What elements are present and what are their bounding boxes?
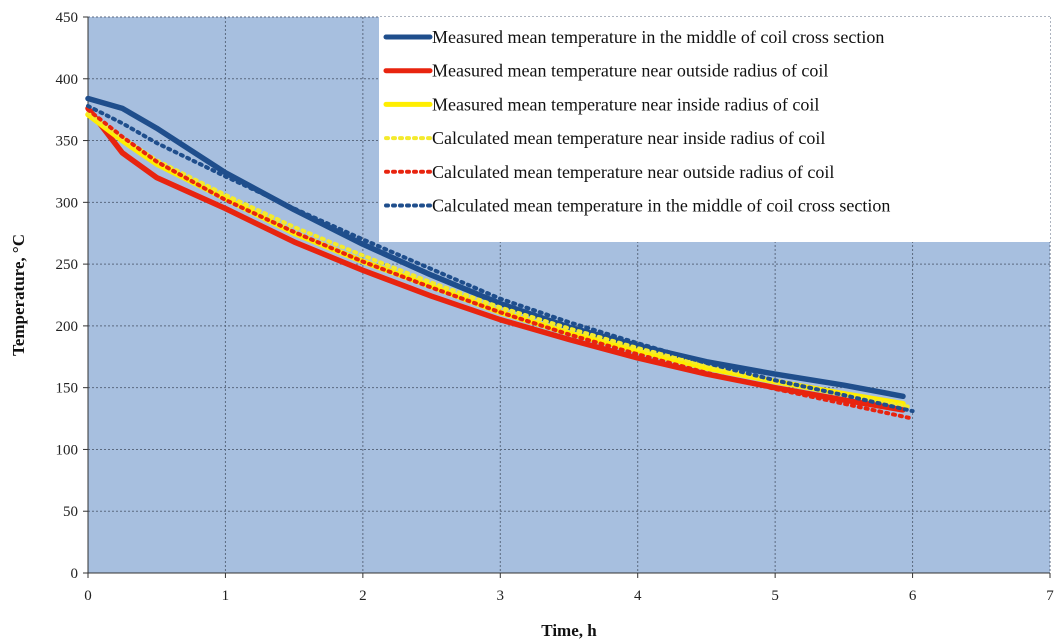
y-tick-label: 400 — [56, 72, 79, 88]
x-tick-label: 7 — [1046, 588, 1054, 604]
x-tick-label: 3 — [497, 588, 505, 604]
series-line-5 — [86, 107, 915, 421]
y-tick-label: 0 — [71, 566, 79, 582]
y-tick-label: 200 — [56, 319, 79, 335]
x-tick-label: 5 — [771, 588, 779, 604]
legend-label: Calculated mean temperature in the middl… — [432, 196, 890, 216]
y-tick-label: 100 — [56, 442, 79, 458]
y-tick-label: 250 — [56, 257, 79, 273]
legend-label: Measured mean temperature in the middle … — [432, 27, 884, 47]
legend-label: Calculated mean temperature near inside … — [432, 128, 825, 148]
x-axis-title: Time, h — [541, 621, 597, 640]
y-tick-label: 300 — [56, 195, 79, 211]
legend-box — [379, 17, 1050, 242]
y-tick-label: 50 — [63, 504, 78, 520]
legend: Measured mean temperature in the middle … — [379, 17, 1050, 242]
legend-label: Measured mean temperature near inside ra… — [432, 94, 819, 114]
y-tick-label: 350 — [56, 134, 79, 150]
x-tick-label: 6 — [909, 588, 917, 604]
x-tick-label: 0 — [84, 588, 92, 604]
tick-labels: 0 50 100 150 200 250 300 350 400 450 0 1 2 3 4 5 6 7 — [56, 10, 1055, 604]
x-tick-label: 1 — [222, 588, 230, 604]
series-line-1 — [85, 95, 906, 400]
y-tick-label: 450 — [56, 10, 79, 26]
y-tick-label: 150 — [56, 381, 79, 397]
legend-label: Calculated mean temperature near outside… — [432, 162, 834, 182]
series-line-6 — [86, 104, 915, 414]
legend-label: Measured mean temperature near outside r… — [432, 61, 828, 81]
x-tick-label: 2 — [359, 588, 367, 604]
series-layer — [85, 95, 915, 421]
x-tick-label: 4 — [634, 588, 642, 604]
y-axis-title: Temperature, °C — [9, 234, 28, 356]
